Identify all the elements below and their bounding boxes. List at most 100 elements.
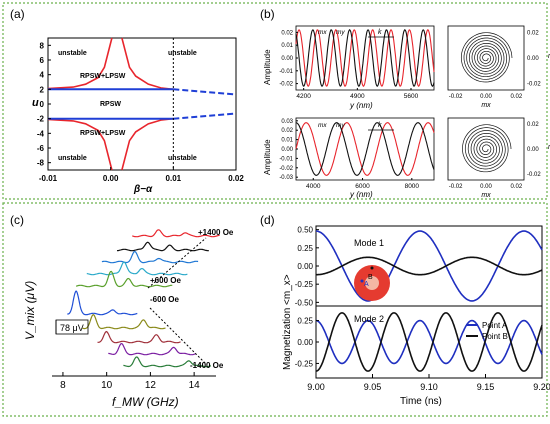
inset-point-b: [370, 266, 374, 270]
b-top-k-label: k: [378, 29, 382, 36]
d-xtick-label-4: 9.20: [533, 382, 550, 392]
a-xtick-label-0: -0.01: [39, 174, 58, 183]
b-bot-k-label: k: [378, 122, 382, 129]
a-ytick-label-0: 8: [40, 41, 45, 50]
d-xtick-label-0: 9.00: [307, 382, 325, 392]
a-ytick-label-3: 2: [40, 85, 45, 94]
a-ytick-label-2: 4: [40, 71, 45, 80]
a-ytick-label-8: -8: [37, 159, 45, 168]
b-top-ylabel: Amplitude: [263, 49, 272, 85]
b-bot-orbit-spiral: [462, 124, 512, 173]
inset-label-b: B: [368, 274, 373, 281]
region-label-5: RPSW+LPSW: [80, 130, 126, 137]
inset-point-a: [360, 279, 364, 283]
panel-c-label: (c): [10, 213, 24, 227]
d-mode1-frame: [315, 225, 543, 307]
scale-bar-box: [55, 319, 89, 335]
b-bot-orbit-xtick-label-0: -0.02: [449, 184, 463, 190]
b-top-orbit-frame: [447, 25, 525, 91]
b-bot-orbit-xtick-label-1: 0.00: [480, 184, 492, 190]
c-series-line-8: [108, 342, 196, 356]
b-top-wave-marks: [295, 29, 435, 87]
field-label-3: -600 Oe: [150, 295, 179, 304]
c-series-line-7: [97, 330, 181, 344]
b-bot-xtick-label-0: 4000: [306, 183, 321, 190]
b-bot-orbit-xtick-label-2: 0.02: [511, 184, 523, 190]
b-bot-ytick-label-1: 0.02: [281, 128, 293, 134]
panel-c-marks: [67, 229, 220, 368]
b-top-ytick-label-3: -0.01: [279, 69, 293, 75]
b-top-ytick-label-2: 0.00: [281, 56, 293, 62]
b-bot-xlabel: y (nm): [349, 190, 373, 199]
b-top-xtick-label-1: 4900: [350, 93, 365, 100]
d-mode1-pointB-line: [316, 256, 543, 276]
d-mode2-ytick-label-0: 0.25: [297, 317, 313, 326]
field-label-1: +1400 Oe: [198, 228, 234, 237]
region-label-2: unstable: [168, 50, 197, 57]
panel-a-marks: [47, 37, 237, 171]
c-series-line-3: [86, 261, 188, 276]
b-top-orbit-xtick-label-1: 0.00: [480, 94, 492, 100]
d-mode1-title: Mode 1: [354, 238, 384, 248]
field-label-2: +600 Oe: [150, 276, 181, 285]
panel-d-label: (d): [260, 213, 275, 227]
b-bot-orbit-xlabel: mx: [481, 192, 491, 199]
b-bot-my-label: my: [336, 122, 345, 129]
field-label-4: -1400 Oe: [190, 361, 224, 370]
b-bot-xtick-label-2: 8000: [405, 183, 420, 190]
b-top-orbit-ytick-label-1: 0.00: [527, 56, 539, 62]
c-xtick-label-1: 10: [101, 380, 113, 391]
b-bot-ytick-label-6: -0.03: [279, 175, 293, 181]
c-xtick-label-0: 8: [60, 380, 66, 391]
a-xtick-label-1: 0.00: [103, 174, 119, 183]
region-label-7: unstable: [168, 155, 197, 162]
legend-label-a: Point A: [482, 321, 508, 330]
b-top-my-line: [295, 29, 435, 87]
c-xtick-label-2: 12: [145, 380, 157, 391]
panel-a-ticks: -0.01 0.00 0.01 0.02 8 6 4 2 0 -2 -4 -6 -8: [37, 41, 244, 183]
b-bot-orbit-ytick-label-2: -0.02: [527, 172, 541, 178]
arrow-upper: [147, 237, 207, 289]
arrow-lower: [149, 307, 207, 365]
d-mode2-pointB-line: [315, 312, 543, 372]
a-series-line-2: [47, 118, 113, 171]
region-label-4: RPSW: [100, 101, 121, 108]
a-ytick-label-1: 6: [40, 56, 45, 65]
b-top-orbit-xtick-label-0: -0.02: [449, 94, 463, 100]
d-xtick-label-1: 9.05: [364, 382, 382, 392]
panel-a-plot-frame: [47, 37, 237, 171]
b-top-my-label: my: [336, 29, 345, 36]
panel-b: (b) Amplitude y (nm) Amplitude y (nm) 42…: [260, 7, 550, 199]
b-top-orbit-ytick-label-2: -0.02: [527, 82, 541, 88]
d-mode1-ytick-label-2: 0.00: [297, 262, 313, 271]
d-mode1-pointA-line: [316, 230, 543, 302]
b-bot-mx-line: [295, 122, 435, 176]
top-frame: [2, 2, 548, 200]
c-series-line-9: [123, 356, 212, 368]
b-bot-mx-label: mx: [318, 122, 327, 129]
b-top-orbit-ylabel: my: [548, 53, 550, 60]
panel-d-ticks: 0.50 0.25 0.00 -0.25 -0.50 0.25 0.00 -0.25 9.00 9…: [295, 226, 550, 392]
region-label-3: RPSW+LPSW: [80, 73, 126, 80]
panel-d: (d) 0.50 0.25 0.00 -0.25 -0.50 0.25 0.00 -0.25 9…: [260, 213, 550, 407]
legend-label-b: Point B: [482, 332, 508, 341]
c-series-line-5: [67, 290, 138, 316]
c-series-line-2: [101, 250, 199, 264]
b-bot-orbit-ytick-label-1: 0.00: [527, 147, 539, 153]
d-xtick-label-3: 9.15: [477, 382, 495, 392]
d-mode2-pointA-line: [315, 319, 543, 365]
panel-a-ylabel: u: [32, 97, 39, 109]
d-mode1-ytick-label-0: 0.50: [297, 226, 313, 235]
b-bot-orbit-frame: [447, 117, 525, 181]
b-top-orbit-ytick-label-0: 0.02: [527, 30, 539, 36]
b-top-ytick-label-0: 0.02: [281, 30, 293, 36]
d-mode1-ytick-label-4: -0.50: [295, 298, 314, 307]
a-ytick-label-6: -4: [37, 129, 45, 138]
b-bot-my-line: [295, 122, 435, 176]
scale-bar-label: 78 μV: [60, 323, 84, 333]
c-series-line-4: [75, 270, 173, 288]
panel-a-label: (a): [10, 7, 25, 21]
a-series-line-1: [121, 37, 174, 91]
